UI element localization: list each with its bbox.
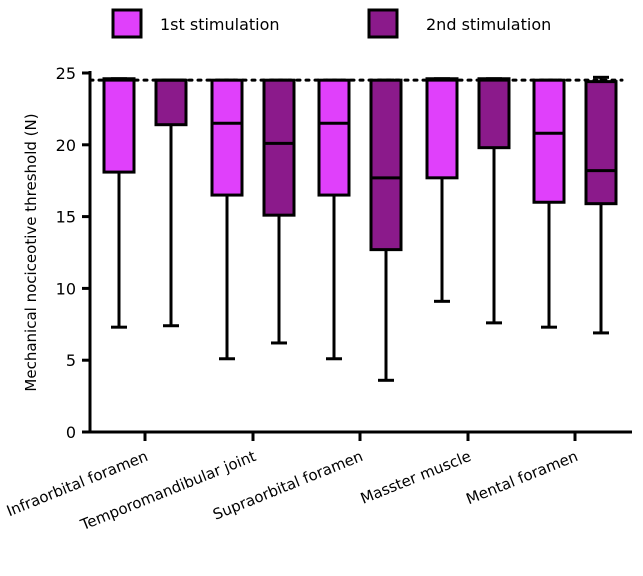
x-tick-label-5: Mental foramen [464,447,581,508]
y-axis-label: Mechanical nociceotive threshold (N) [22,113,40,391]
legend-label-2: 2nd stimulation [426,15,551,34]
box-1-series-2-box [154,78,188,127]
box-3-series-2-box [369,78,403,252]
box-2-series-2-box [262,78,296,217]
box-2-series-1-box [210,78,244,197]
x-tick-label-4: Masster muscle [358,447,474,508]
box-5-series-1-box [532,78,566,204]
y-tick-label-1: 5 [66,351,76,370]
legend-label-1: 1st stimulation [160,15,280,34]
box-4-series-1-box [425,77,459,180]
box-4-series-2-box [477,77,511,150]
legend-swatch-1 [111,8,143,39]
box-1-series-1-box [102,77,136,174]
box-3-series-1-box [317,78,351,197]
y-tick-label-0: 0 [66,423,76,442]
legend-swatch-2 [367,8,399,39]
box-5-series-2-box [584,80,618,206]
y-tick-label-4: 20 [56,136,76,155]
y-tick-label-3: 15 [56,208,76,227]
y-tick-label-2: 10 [56,279,76,298]
y-tick-label-5: 25 [56,64,76,83]
x-tick-label-2: Temporomandibular joint [77,447,259,534]
